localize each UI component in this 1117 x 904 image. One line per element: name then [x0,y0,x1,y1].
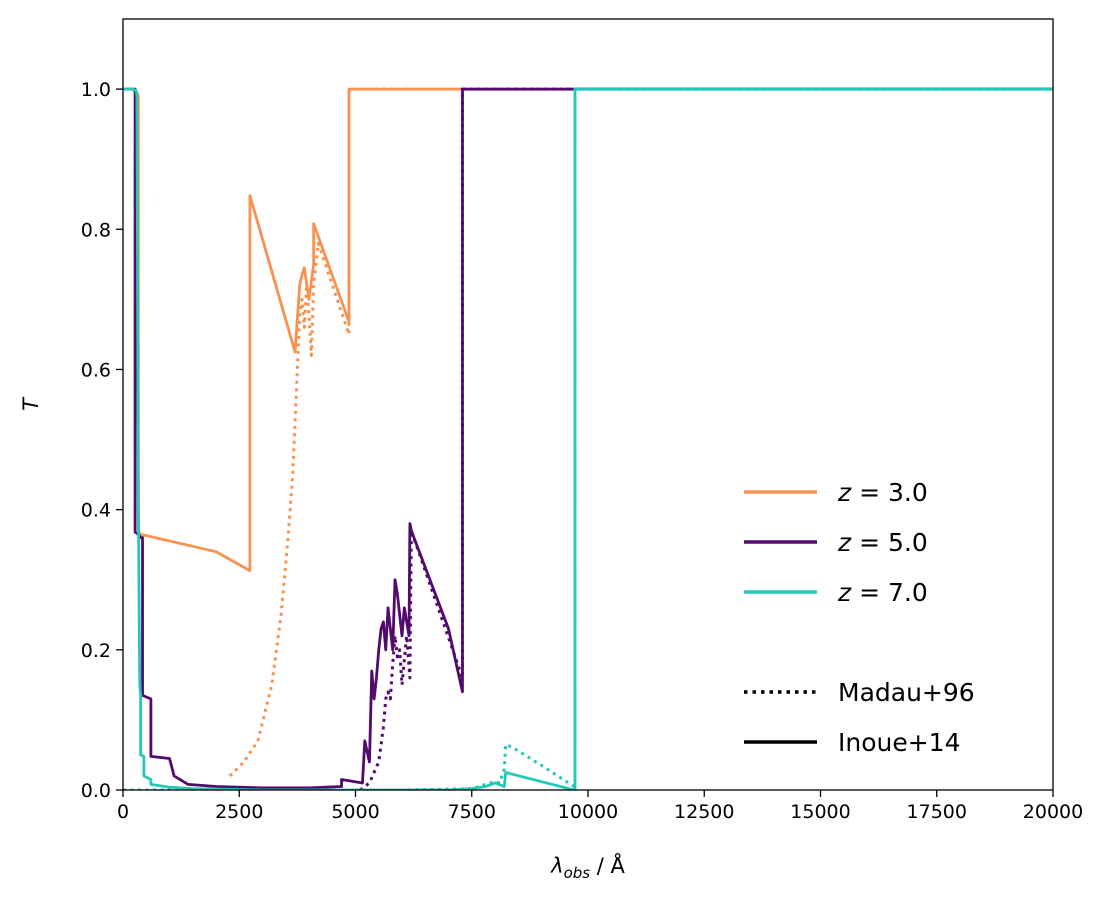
legend-label-variable: z [837,578,852,607]
series-line-z7_madau [123,87,1053,790]
legend-label-variable: z [837,528,852,557]
series-line-z5_inoue [123,87,1053,790]
legend-label-value: = 5.0 [851,528,928,557]
x-tick-label: 12500 [674,801,734,823]
legend-label-value: = 3.0 [851,478,928,507]
legend-style-label: Inoue+14 [838,728,961,757]
x-tick-label: 17500 [907,801,967,823]
y-axis: 0.0 0.2 0.4 0.6 0.8 1.0 [81,79,123,802]
x-tick-label: 7500 [448,801,496,823]
x-axis-label-lambda: λ [550,854,563,878]
y-tick-label: 0.0 [81,780,111,802]
y-tick-label: 0.6 [81,359,111,381]
x-axis: 0 2500 5000 7500 10000 12500 15000 17500 20000 [117,790,1083,823]
x-axis-label-unit: / Å [590,852,625,878]
x-tick-label: 2500 [215,801,263,823]
x-tick-label: 5000 [331,801,379,823]
x-tick-label: 15000 [790,801,850,823]
legend-label: z = 5.0 [837,528,928,557]
legend-label: z = 3.0 [837,478,928,507]
x-axis-label: λobs / Å [550,852,625,882]
legend-label-variable: z [837,478,852,507]
y-tick-label: 0.2 [81,640,111,662]
series-line-z7_inoue [123,87,1053,790]
y-tick-label: 1.0 [81,79,111,101]
x-tick-label: 20000 [1023,801,1083,823]
y-axis-label: T [19,396,43,411]
series-line-z3_madau [228,87,1053,778]
legend-style-label: Madau+96 [838,678,975,707]
y-tick-label: 0.4 [81,500,111,522]
legend-label: z = 7.0 [837,578,928,607]
x-axis-label-subscript: obs [564,864,591,882]
x-tick-label: 0 [117,801,129,823]
series-layer [123,87,1053,790]
legend-label-value: = 7.0 [851,578,928,607]
series-line-z5_madau [359,87,1053,790]
y-tick-label: 0.8 [81,219,111,241]
x-tick-label: 10000 [558,801,618,823]
